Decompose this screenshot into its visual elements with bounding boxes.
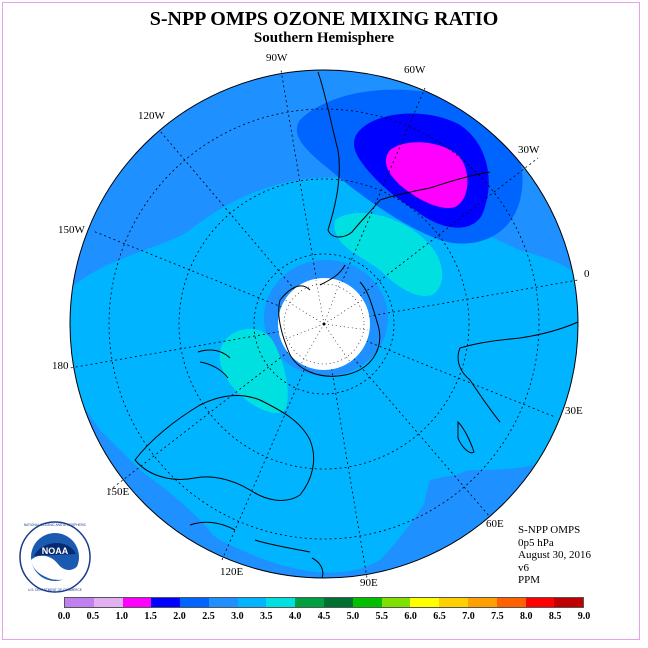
colorbar-swatch	[180, 598, 209, 607]
colorbar-swatch	[122, 598, 152, 607]
colorbar-swatch	[352, 598, 382, 607]
colorbar-tick-label: 4.0	[288, 611, 302, 622]
lon-label-60e: 60E	[486, 518, 504, 530]
lon-label-0: 0	[584, 268, 590, 280]
map-subtitle: Southern Hemisphere	[253, 30, 395, 46]
colorbar-swatch	[208, 598, 238, 607]
colorbar-swatch	[151, 598, 181, 607]
colorbar-swatch	[324, 598, 353, 607]
svg-text:NATIONAL OCEANIC AND ATMOSPHER: NATIONAL OCEANIC AND ATMOSPHERIC	[24, 523, 87, 527]
pole-center	[322, 322, 326, 326]
colorbar-tick-label: 1.0	[115, 611, 129, 622]
colorbar-swatch	[266, 598, 296, 607]
colorbar-tick-label: 2.5	[202, 611, 215, 622]
field-magenta-max	[385, 142, 468, 209]
field-cyan-west	[219, 328, 288, 413]
colorbar-tick-label: 3.5	[259, 611, 273, 622]
colorbar-swatch	[554, 598, 584, 607]
lon-label-180: 180	[52, 360, 69, 372]
colorbar-tick-label: 8.0	[519, 611, 533, 622]
svg-text:U.S. DEPARTMENT OF COMMERCE: U.S. DEPARTMENT OF COMMERCE	[28, 588, 82, 592]
colorbar-swatch	[93, 598, 123, 607]
info-block: S-NPP OMPS 0p5 hPa August 30, 2016 v6 PP…	[518, 524, 591, 587]
lon-label-90e: 90E	[360, 577, 378, 589]
colorbar-swatch	[525, 598, 555, 607]
colorbar-tick-label: 2.0	[173, 611, 186, 622]
logo-text: NOAA	[42, 546, 69, 556]
colorbar-tick-label: 7.5	[491, 611, 504, 622]
coastlines	[134, 71, 579, 579]
colorbar-tick-label: 0.0	[57, 611, 71, 622]
info-level: 0p5 hPa	[518, 536, 554, 549]
info-instrument: S-NPP OMPS	[518, 524, 581, 536]
lon-label-60w: 60W	[404, 64, 426, 76]
colorbar	[64, 597, 584, 608]
colorbar-tick-label: 0.5	[86, 611, 100, 622]
noaa-logo-icon: NOAA NATIONAL OCEANIC AND ATMOSPHERIC U.…	[19, 521, 91, 593]
colorbar-swatch	[496, 598, 526, 607]
colorbar-tick-label: 6.5	[433, 611, 446, 622]
colorbar-swatch	[381, 598, 411, 607]
colorbar-swatch	[295, 598, 325, 607]
colorbar-swatch	[237, 598, 267, 607]
colorbar-tick-label: 7.0	[462, 611, 475, 622]
pole-dots	[282, 279, 369, 367]
lon-label-150w: 150W	[58, 224, 85, 236]
colorbar-swatch	[65, 598, 94, 607]
lon-label-30e: 30E	[565, 405, 583, 417]
info-date: August 30, 2016	[518, 549, 592, 561]
map-boundary	[69, 69, 579, 579]
info-version: v6	[518, 561, 529, 574]
colorbar-tick-label: 6.0	[404, 611, 417, 622]
colorbar-tick-label: 1.5	[144, 611, 157, 622]
info-units: PPM	[518, 574, 541, 586]
colorbar-swatch	[467, 598, 497, 607]
map-title: S-NPP OMPS OZONE MIXING RATIO	[149, 8, 499, 30]
colorbar-tick-label: 9.0	[577, 611, 591, 622]
lon-label-30w: 30W	[518, 144, 540, 156]
colorbar-swatch	[410, 598, 440, 607]
colorbar-tick-label: 3.0	[231, 611, 244, 622]
colorbar-swatch	[439, 598, 468, 607]
colorbar-tick-label: 8.5	[548, 611, 562, 622]
lon-label-150e: 150E	[106, 486, 130, 498]
lon-label-90w: 90W	[266, 52, 288, 64]
field-cyan-north	[334, 212, 443, 296]
lon-label-120e: 120E	[220, 566, 244, 578]
colorbar-tick-label: 5.0	[346, 611, 360, 622]
colorbar-tick-label: 4.5	[317, 611, 331, 622]
image-frame	[2, 2, 640, 640]
lon-label-120w: 120W	[138, 110, 165, 122]
colorbar-tick-label: 5.5	[375, 611, 389, 622]
